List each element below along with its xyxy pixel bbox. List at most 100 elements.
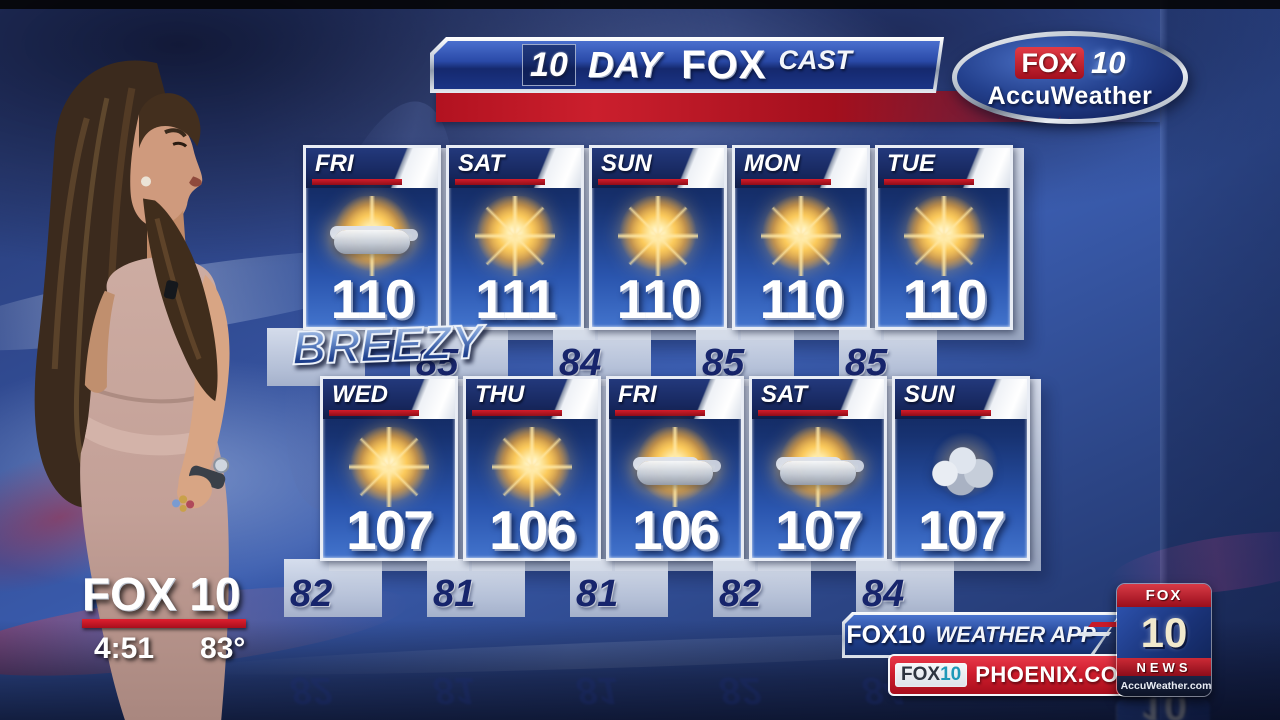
card-day-header: SUN bbox=[895, 379, 1027, 419]
news-badge-fox: FOX bbox=[1117, 584, 1211, 607]
header-red-stripe bbox=[312, 179, 402, 185]
card-day-header: SAT bbox=[752, 379, 884, 419]
news-badge-news: NEWS bbox=[1117, 658, 1211, 676]
header-red-stripe bbox=[472, 410, 562, 416]
card-body: 110 bbox=[592, 188, 724, 327]
card-face: SUN 110 bbox=[589, 145, 727, 330]
card-body: 111 bbox=[449, 188, 581, 327]
forecast-row-2: WED 107 82 82 THU 106 81 81 bbox=[284, 376, 1041, 711]
forecast-card: SAT 111 85 bbox=[410, 145, 595, 386]
current-temp: 83° bbox=[200, 632, 246, 665]
card-face: FRI 106 bbox=[606, 376, 744, 561]
low-temp-reflection: 81 bbox=[576, 669, 619, 711]
low-temp: 81 bbox=[576, 573, 619, 615]
station-bug: FOX 10 4:51 83° bbox=[82, 571, 246, 666]
fox10-accuweather-badge: FOX 10 AccuWeather bbox=[952, 31, 1188, 124]
card-day-header: FRI bbox=[306, 148, 438, 188]
card-face: SAT 111 bbox=[446, 145, 584, 330]
low-temp-reflection: 82 bbox=[719, 669, 762, 711]
low-temp-panel bbox=[713, 559, 811, 617]
day-label: SUN bbox=[601, 150, 652, 177]
card-face: MON 110 bbox=[732, 145, 870, 330]
accu-ten-label: 10 bbox=[1091, 44, 1126, 80]
high-temp: 106 bbox=[632, 499, 720, 561]
website-station-chip: FOX10 bbox=[895, 663, 968, 687]
low-temp-reflection: 81 bbox=[433, 669, 476, 711]
news-badge-accu: AccuWeather.com bbox=[1117, 676, 1211, 696]
low-temp: 81 bbox=[433, 573, 476, 615]
header-red-stripe bbox=[758, 410, 848, 416]
card-body: 106 bbox=[609, 419, 741, 558]
card-body: 110 bbox=[735, 188, 867, 327]
header-red-stripe bbox=[741, 179, 831, 185]
day-label: THU bbox=[475, 381, 525, 408]
low-temp-panel bbox=[856, 559, 954, 617]
card-body: 107 bbox=[752, 419, 884, 558]
forecast-card: SUN 110 84 bbox=[553, 145, 738, 386]
day-label: FRI bbox=[618, 381, 657, 408]
station-bug-logo: FOX 10 bbox=[82, 568, 241, 620]
clouds-icon bbox=[921, 427, 1001, 507]
card-body: 110 bbox=[878, 188, 1010, 327]
sun-icon bbox=[904, 196, 984, 276]
header-red-stripe bbox=[598, 179, 688, 185]
current-time: 4:51 bbox=[94, 632, 155, 665]
accuweather-label: AccuWeather bbox=[987, 81, 1153, 110]
sun-icon bbox=[761, 196, 841, 276]
accu-fox-label: FOX bbox=[1014, 46, 1085, 79]
day-label: SUN bbox=[904, 381, 955, 408]
day-label: SAT bbox=[761, 381, 808, 408]
high-temp: 110 bbox=[902, 268, 988, 330]
banner-ten: 10 bbox=[522, 44, 576, 86]
banner-day: DAY bbox=[587, 44, 662, 85]
forecast-card: WED 107 82 82 bbox=[284, 376, 469, 711]
weather-app-station: FOX10 bbox=[846, 620, 926, 649]
low-temp-reflection: 82 bbox=[290, 669, 333, 711]
sun-icon bbox=[492, 427, 572, 507]
station-bug-red-bar bbox=[82, 619, 246, 628]
forecast-card: THU 106 81 81 bbox=[427, 376, 612, 711]
high-temp: 107 bbox=[346, 499, 434, 561]
letterbox-top-bar bbox=[0, 0, 1280, 9]
website-fox: FOX bbox=[901, 664, 941, 685]
website-promo-bar: FOX10 PHOENIX.COM bbox=[888, 654, 1152, 696]
sun-clouds-icon bbox=[778, 427, 858, 507]
banner-grey-slash bbox=[1078, 632, 1112, 636]
sun-clouds-icon bbox=[332, 196, 412, 276]
banner-fox: FOX bbox=[681, 42, 767, 87]
card-face: SAT 107 bbox=[749, 376, 887, 561]
sun-icon bbox=[618, 196, 698, 276]
high-temp: 106 bbox=[489, 499, 577, 561]
forecast-card: TUE 110 85 bbox=[839, 145, 1024, 386]
accuweather-url: AccuWeather.com bbox=[1120, 680, 1212, 692]
banner-cast: CAST bbox=[778, 44, 852, 75]
sun-icon bbox=[475, 196, 555, 276]
card-face: WED 107 bbox=[320, 376, 458, 561]
high-temp: 110 bbox=[759, 268, 845, 330]
low-temp: 82 bbox=[719, 573, 762, 615]
sun-icon bbox=[349, 427, 429, 507]
high-temp: 107 bbox=[775, 499, 863, 561]
website-domain: PHOENIX.COM bbox=[975, 662, 1138, 687]
low-temp: 84 bbox=[862, 573, 905, 615]
day-label: WED bbox=[332, 381, 388, 408]
forecast-card: FRI 106 81 81 bbox=[570, 376, 755, 711]
weather-app-label: WEATHER APP bbox=[935, 622, 1096, 647]
card-face: TUE 110 bbox=[875, 145, 1013, 330]
card-body: 107 bbox=[895, 419, 1027, 558]
news-badge-ten: 10 bbox=[1117, 607, 1211, 658]
card-face: FRI 110 bbox=[303, 145, 441, 330]
high-temp: 107 bbox=[918, 499, 1006, 561]
card-body: 107 bbox=[323, 419, 455, 558]
fox10-news-badge: FOX 10 NEWS AccuWeather.com bbox=[1116, 698, 1210, 720]
day-label: FRI bbox=[315, 150, 354, 177]
card-body: 106 bbox=[466, 419, 598, 558]
card-face: THU 106 bbox=[463, 376, 601, 561]
website-ten: 10 bbox=[940, 664, 962, 685]
header-red-stripe bbox=[884, 179, 974, 185]
forecast-row-1: FRI 110 SAT 111 85 bbox=[267, 145, 1024, 386]
header-red-stripe bbox=[329, 410, 419, 416]
low-temp: 82 bbox=[290, 573, 333, 615]
day-label: TUE bbox=[887, 150, 935, 177]
